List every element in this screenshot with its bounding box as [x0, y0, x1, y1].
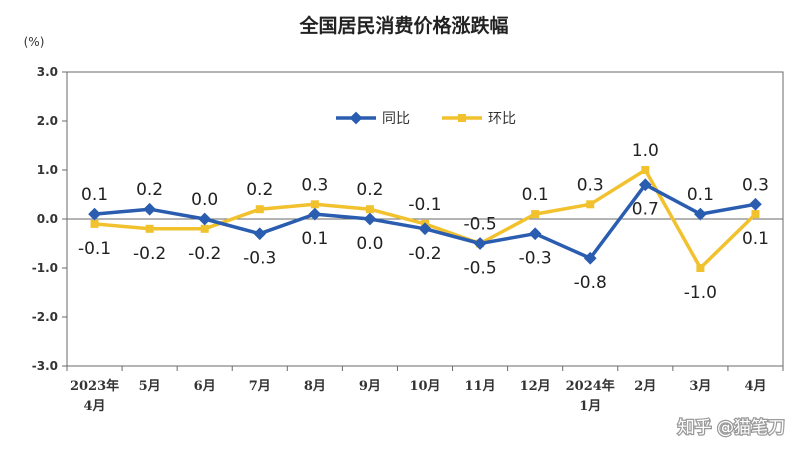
yoy-point — [418, 222, 432, 236]
mom-point — [696, 264, 705, 272]
legend-item-mom: 环比 — [442, 111, 516, 127]
x-tick-label: 2023年 4月 — [70, 378, 119, 414]
mom-point — [310, 200, 319, 209]
y-tick-label: -3.0 — [32, 359, 58, 373]
x-tick-label: 5月 — [139, 379, 161, 394]
yoy-point — [88, 207, 101, 221]
series-layer — [88, 166, 762, 272]
mom-point — [200, 224, 209, 233]
mom-point — [641, 166, 650, 174]
y-tick-label: -2.0 — [32, 310, 58, 324]
legend-marker — [458, 114, 466, 122]
mom-data-label: 0.1 — [522, 185, 549, 205]
watermark-text: 知乎 @猫笔刀 — [678, 418, 785, 438]
x-tick-label: 3月 — [689, 379, 711, 394]
x-axis-ticks: 2023年 4月 5月 6月 7月 8月 9月 10月 11月 12月 2024年 1月 2月 3月 4月 — [66, 366, 784, 414]
y-unit-label: (%) — [24, 35, 45, 49]
legend: 同比 环比 — [336, 111, 516, 127]
mom-point — [365, 205, 374, 214]
watermark: 知乎 @猫笔刀 — [676, 417, 786, 440]
yoy-data-label: 0.7 — [632, 200, 659, 220]
mom-data-label: -0.1 — [78, 239, 111, 259]
yoy-point — [308, 207, 322, 221]
mom-data-label: -0.2 — [133, 244, 166, 264]
mom-data-label: 0.2 — [246, 180, 273, 200]
x-tick-label: 10月 — [409, 379, 440, 394]
yoy-data-label: -0.3 — [243, 249, 276, 269]
mom-point — [255, 205, 264, 214]
data-labels: 0.1 0.2 0.0 -0.3 0.1 0.0 -0.2 -0.5 -0.3 -0.8 0.7 0.… — [78, 141, 769, 303]
mom-data-label: 0.2 — [356, 180, 383, 200]
x-tick-label: 4月 — [744, 379, 766, 394]
mom-data-label: -0.5 — [463, 215, 496, 235]
y-tick-label: 2.0 — [37, 114, 58, 128]
legend-label: 环比 — [488, 111, 516, 127]
yoy-point — [143, 202, 156, 216]
yoy-point — [363, 212, 377, 226]
yoy-data-label: 0.1 — [81, 185, 108, 205]
x-tick-label: 12月 — [520, 379, 551, 394]
y-axis-ticks: 3.0 2.0 1.0 0.0 -1.0 -2.0 -3.0 — [32, 65, 67, 373]
x-tick-label: 6月 — [194, 379, 216, 394]
mom-data-label: -0.1 — [408, 195, 441, 215]
y-tick-label: 0.0 — [37, 212, 58, 226]
yoy-point — [749, 197, 762, 211]
yoy-data-label: -0.3 — [519, 249, 552, 269]
mom-point — [751, 210, 760, 219]
yoy-point — [528, 227, 542, 241]
yoy-data-label: -0.5 — [463, 259, 496, 279]
mom-data-label: -1.0 — [684, 283, 717, 303]
mom-data-label: 1.0 — [632, 141, 659, 161]
yoy-data-label: 0.2 — [136, 180, 163, 200]
x-tick-label: 9月 — [359, 379, 381, 394]
yoy-point — [473, 237, 487, 250]
legend-marker — [349, 111, 363, 125]
chart-title: 全国居民消费价格涨跌幅 — [298, 14, 508, 37]
yoy-point — [253, 227, 267, 241]
x-tick-label: 11月 — [465, 379, 496, 394]
mom-data-label: -0.2 — [188, 244, 221, 264]
y-tick-label: 1.0 — [37, 163, 58, 177]
yoy-data-label: 0.0 — [356, 234, 383, 254]
legend-item-yoy: 同比 — [336, 111, 410, 127]
mom-point — [90, 219, 99, 228]
mom-point — [145, 224, 154, 233]
mom-data-label: 0.3 — [301, 175, 328, 195]
x-tick-label: 8月 — [304, 379, 326, 394]
mom-point — [531, 210, 540, 219]
yoy-data-label: -0.2 — [408, 244, 441, 264]
mom-data-label: 0.3 — [577, 175, 604, 195]
y-tick-label: -1.0 — [32, 261, 58, 275]
mom-data-label: 0.1 — [742, 229, 769, 249]
x-tick-label: 2024年 1月 — [566, 378, 615, 414]
mom-point — [586, 200, 595, 209]
yoy-data-label: 0.1 — [301, 229, 328, 249]
x-tick-label: 7月 — [249, 379, 271, 394]
x-tick-label: 2月 — [634, 379, 656, 394]
yoy-data-label: -0.8 — [574, 273, 607, 293]
legend-label: 同比 — [382, 111, 410, 127]
yoy-data-label: 0.3 — [742, 175, 769, 195]
y-tick-label: 3.0 — [37, 65, 58, 79]
yoy-data-label: 0.1 — [687, 185, 714, 205]
yoy-data-label: 0.0 — [191, 190, 218, 210]
yoy-point — [198, 212, 212, 226]
